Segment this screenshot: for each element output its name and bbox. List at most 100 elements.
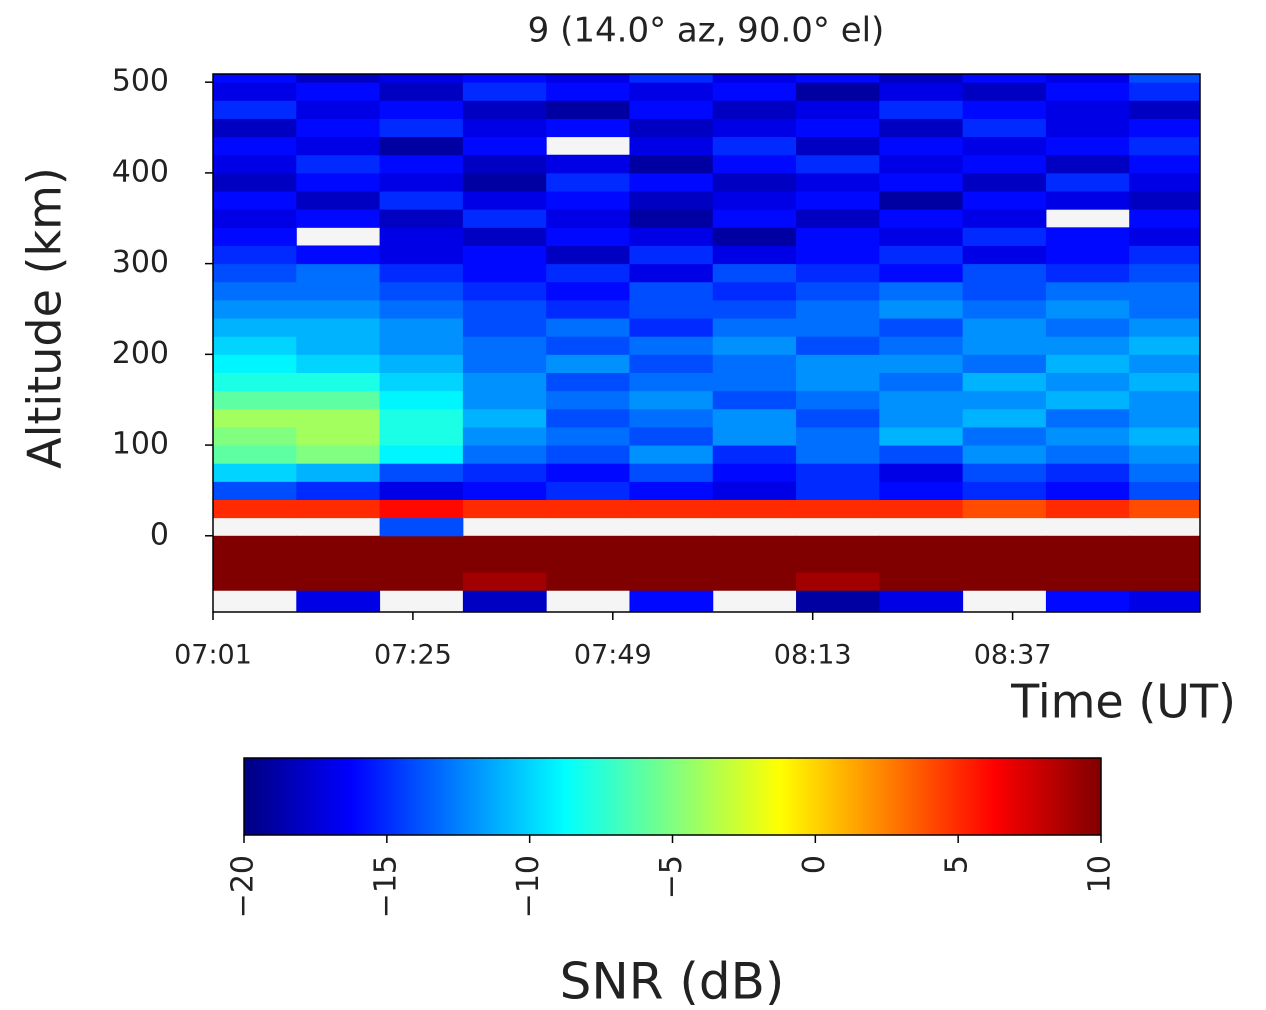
heatmap-cell [629,408,714,428]
heatmap-cell [879,82,964,101]
heatmap-cell [379,336,464,355]
heatmap-cell [1045,281,1130,301]
heatmap-cell [213,426,297,446]
heatmap-cell [962,245,1047,265]
heatmap-cell [1129,408,1201,428]
heatmap-cell [712,209,797,228]
x-tick-label: 08:37 [974,640,1052,671]
heatmap-cell [962,154,1047,174]
heatmap-cell [629,445,714,464]
heatmap-cell [462,318,547,337]
heatmap-cell [296,572,381,591]
heatmap-cell [462,463,547,482]
heatmap-cell [462,499,547,519]
heatmap-cell [546,172,630,192]
heatmap-cell [1129,354,1201,373]
heatmap-cell [796,299,880,319]
heatmap-cell [379,154,464,174]
heatmap-cell [796,336,880,355]
heatmap-cell [213,535,297,555]
heatmap-cell [546,336,630,355]
heatmap-cell [1045,463,1130,482]
heatmap-cell [1045,118,1130,138]
heatmap-cell [296,481,381,501]
heatmap-cell [1045,535,1130,555]
heatmap-cell [296,154,381,174]
heatmap-cell [962,390,1047,410]
heatmap-cell [629,499,714,519]
heatmap-cell [379,227,464,246]
heatmap-cell [379,318,464,337]
heatmap-cell [462,227,547,246]
heatmap-cell [1045,553,1130,573]
heatmap-cell [879,172,964,192]
heatmap-cell [379,572,464,591]
heatmap-cell [379,299,464,319]
heatmap-cell [1045,499,1130,519]
heatmap-cell [629,227,714,246]
heatmap-cell [296,74,381,83]
heatmap-cell [379,481,464,501]
heatmap-cell [796,172,880,192]
heatmap-cell [629,372,714,392]
heatmap-cell [1129,426,1201,446]
heatmap-cell [546,118,630,138]
heatmap-cell [462,590,547,613]
x-tick-label: 07:25 [374,640,452,671]
heatmap-cell [879,553,964,573]
heatmap-cell [379,372,464,392]
colorbar-tick-label: 5 [940,855,975,874]
colorbar-tick-label: 0 [797,855,832,874]
heatmap-cell [962,299,1047,319]
heatmap-cell [712,481,797,501]
heatmap-cell [462,263,547,283]
heatmap-cell [546,227,630,246]
heatmap-cell [213,463,297,482]
heatmap-cell [796,318,880,337]
heatmap-cell [796,118,880,138]
heatmap-cell [296,209,381,228]
heatmap-cell [712,191,797,210]
heatmap-cell [712,154,797,174]
heatmap-cell [1045,481,1130,501]
heatmap-cell [879,299,964,319]
heatmap-cell [629,318,714,337]
heatmap-cell [546,572,630,591]
heatmap-cell [879,499,964,519]
heatmap-cell [296,82,381,101]
heatmap-cell [462,572,547,591]
heatmap-cell [1129,553,1201,573]
heatmap-cell [712,82,797,101]
heatmap-cell [296,100,381,119]
heatmap-cell [962,481,1047,501]
heatmap-cell [213,299,297,319]
heatmap-cell [213,263,297,283]
heatmap-cell [629,299,714,319]
heatmap-cell [962,535,1047,555]
heatmap-cell [1045,426,1130,446]
heatmap-cell [213,445,297,464]
heatmap-cell [296,535,381,555]
heatmap-cell [213,227,297,246]
heatmap-cell [296,191,381,210]
heatmap-cell [796,245,880,265]
heatmap-cell [213,172,297,192]
heatmap-cell [1045,100,1130,119]
heatmap-cell [796,408,880,428]
heatmap-cell [962,463,1047,482]
x-tick-label: 07:49 [574,640,652,671]
heatmap-cell [1129,390,1201,410]
heatmap-cell [462,172,547,192]
heatmap-cell [213,82,297,101]
y-tick-label: 100 [112,427,169,462]
y-tick-label: 0 [150,517,169,552]
heatmap-cell [296,553,381,573]
colorbar-tick-label: −5 [654,855,689,899]
y-axis-label: Altitude (km) [18,167,72,469]
heatmap-cell [962,372,1047,392]
heatmap-cell [379,390,464,410]
heatmap-cell [629,281,714,301]
heatmap-cell [796,535,880,555]
heatmap-cell [629,463,714,482]
heatmap-cell [1045,390,1130,410]
